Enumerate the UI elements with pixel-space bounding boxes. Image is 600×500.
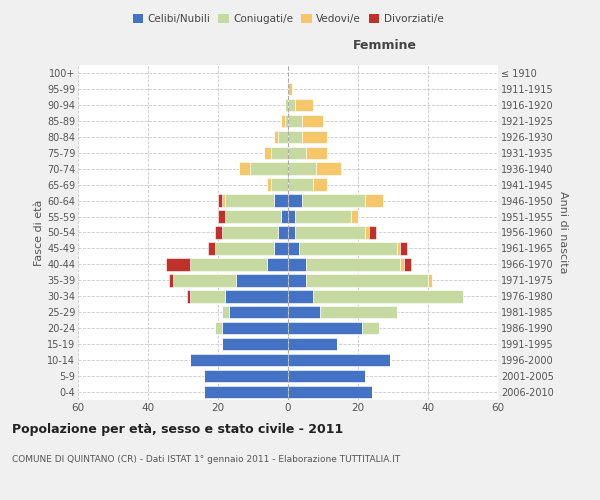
Bar [250, 162, 288, 175]
Text: Popolazione per età, sesso e stato civile - 2011: Popolazione per età, sesso e stato civil… [12, 422, 343, 436]
Bar [288, 162, 316, 175]
Bar [221, 322, 288, 334]
Bar [274, 130, 277, 143]
Bar [274, 194, 288, 207]
Bar [263, 146, 271, 159]
Bar [302, 194, 365, 207]
Bar [288, 82, 292, 95]
Bar [295, 226, 365, 238]
Bar [221, 306, 229, 318]
Bar [190, 258, 267, 270]
Bar [316, 162, 341, 175]
Bar [267, 258, 288, 270]
Bar [274, 242, 288, 254]
Bar [313, 178, 326, 191]
Bar [225, 194, 274, 207]
Bar [351, 210, 358, 223]
Bar [320, 306, 397, 318]
Bar [288, 338, 337, 350]
Bar [208, 242, 215, 254]
Bar [288, 354, 389, 366]
Bar [271, 146, 288, 159]
Bar [229, 306, 288, 318]
Bar [295, 210, 351, 223]
Bar [288, 130, 302, 143]
Bar [313, 290, 463, 302]
Bar [221, 194, 225, 207]
Bar [365, 194, 383, 207]
Bar [305, 274, 428, 286]
Bar [267, 178, 271, 191]
Y-axis label: Fasce di età: Fasce di età [34, 200, 44, 266]
Bar [302, 114, 323, 127]
Bar [218, 210, 225, 223]
Bar [284, 114, 288, 127]
Bar [271, 178, 288, 191]
Bar [368, 226, 376, 238]
Bar [288, 242, 299, 254]
Bar [404, 258, 410, 270]
Bar [277, 130, 288, 143]
Bar [204, 370, 288, 382]
Bar [288, 370, 365, 382]
Bar [221, 226, 277, 238]
Bar [277, 226, 288, 238]
Legend: Celibi/Nubili, Coniugati/e, Vedovi/e, Divorziati/e: Celibi/Nubili, Coniugati/e, Vedovi/e, Di… [128, 10, 448, 29]
Bar [187, 290, 190, 302]
Bar [218, 194, 221, 207]
Bar [166, 258, 190, 270]
Bar [400, 242, 407, 254]
Bar [239, 162, 250, 175]
Bar [215, 226, 221, 238]
Bar [288, 210, 295, 223]
Bar [305, 258, 400, 270]
Bar [190, 354, 288, 366]
Bar [204, 386, 288, 398]
Bar [215, 242, 274, 254]
Bar [288, 274, 305, 286]
Text: COMUNE DI QUINTANO (CR) - Dati ISTAT 1° gennaio 2011 - Elaborazione TUTTITALIA.I: COMUNE DI QUINTANO (CR) - Dati ISTAT 1° … [12, 455, 400, 464]
Bar [365, 226, 368, 238]
Y-axis label: Anni di nascita: Anni di nascita [558, 191, 568, 274]
Bar [288, 178, 313, 191]
Bar [397, 242, 400, 254]
Bar [281, 210, 288, 223]
Bar [190, 290, 225, 302]
Bar [288, 386, 372, 398]
Bar [215, 322, 221, 334]
Bar [428, 274, 431, 286]
Bar [169, 274, 173, 286]
Bar [295, 98, 313, 111]
Bar [302, 130, 326, 143]
Bar [288, 146, 305, 159]
Bar [299, 242, 397, 254]
Bar [281, 114, 284, 127]
Bar [235, 274, 288, 286]
Bar [288, 98, 295, 111]
Bar [225, 290, 288, 302]
Bar [173, 274, 235, 286]
Bar [288, 258, 305, 270]
Bar [400, 258, 404, 270]
Bar [288, 114, 302, 127]
Bar [288, 290, 313, 302]
Bar [305, 146, 326, 159]
Bar [288, 306, 320, 318]
Bar [288, 226, 295, 238]
Bar [225, 210, 281, 223]
Bar [288, 194, 302, 207]
Text: Femmine: Femmine [353, 38, 416, 52]
Bar [284, 98, 288, 111]
Bar [288, 322, 361, 334]
Bar [221, 338, 288, 350]
Bar [361, 322, 379, 334]
